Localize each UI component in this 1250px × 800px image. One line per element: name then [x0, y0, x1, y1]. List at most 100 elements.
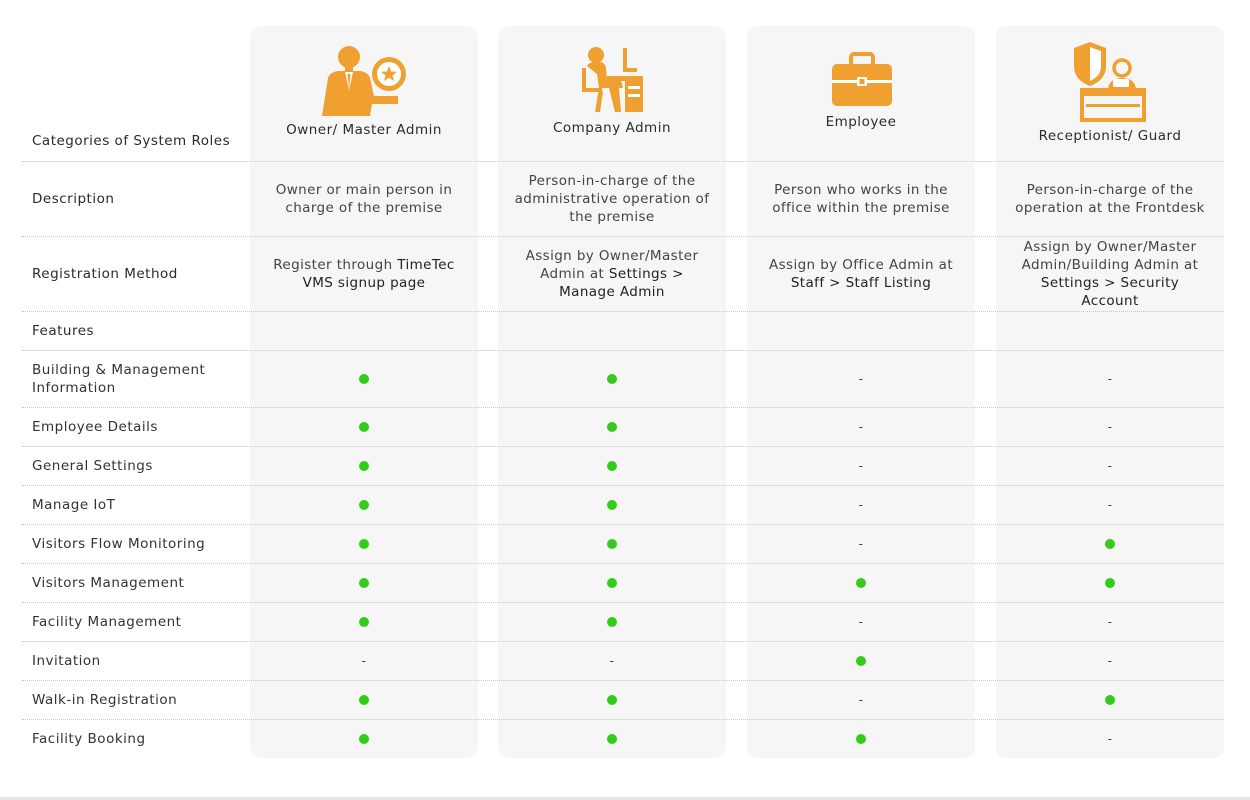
- not-available-dash: -: [1107, 420, 1113, 434]
- feature-access-owner: [250, 681, 478, 719]
- feature-access-receptionist: -: [996, 408, 1224, 446]
- check-dot-icon: [359, 422, 369, 432]
- divider: [22, 236, 1224, 237]
- not-available-dash: -: [1107, 654, 1113, 668]
- role-name-company-admin: Company Admin: [552, 120, 672, 136]
- feature-access-owner: [250, 408, 478, 446]
- divider: [22, 680, 1224, 681]
- feature-access-receptionist: -: [996, 720, 1224, 758]
- feature-access-owner: [250, 525, 478, 563]
- feature-access-company-admin: [498, 525, 726, 563]
- not-available-dash: -: [1107, 615, 1113, 629]
- check-dot-icon: [359, 500, 369, 510]
- feature-access-receptionist: -: [996, 486, 1224, 524]
- feature-access-owner: -: [250, 642, 478, 680]
- check-dot-icon: [856, 734, 866, 744]
- divider: [22, 350, 1224, 351]
- feature-access-employee: -: [747, 525, 975, 563]
- feature-access-employee: -: [747, 408, 975, 446]
- company-admin-icon: [582, 47, 643, 112]
- divider: [22, 563, 1224, 564]
- feature-access-employee: -: [747, 447, 975, 485]
- feature-access-employee: -: [747, 681, 975, 719]
- feature-access-receptionist: -: [996, 642, 1224, 680]
- registration-location: Settings > Manage Admin: [559, 266, 684, 300]
- check-dot-icon: [359, 461, 369, 471]
- divider: [22, 161, 1224, 162]
- feature-access-owner: [250, 720, 478, 758]
- not-available-dash: -: [858, 693, 864, 707]
- description-owner: Owner or main person in charge of the pr…: [275, 182, 453, 216]
- feature-label: Visitors Flow Monitoring: [32, 536, 206, 552]
- not-available-dash: -: [858, 615, 864, 629]
- feature-access-company-admin: [498, 351, 726, 407]
- check-dot-icon: [607, 539, 617, 549]
- row-label-registration: Registration Method: [32, 266, 178, 282]
- check-dot-icon: [359, 695, 369, 705]
- role-name-employee: Employee: [825, 114, 897, 130]
- feature-access-employee: [747, 642, 975, 680]
- check-dot-icon: [359, 578, 369, 588]
- feature-access-company-admin: [498, 447, 726, 485]
- registration-text: Assign by Office Admin at: [768, 257, 954, 273]
- divider: [22, 446, 1224, 447]
- check-dot-icon: [359, 539, 369, 549]
- feature-access-employee: -: [747, 486, 975, 524]
- registration-receptionist: Assign by Owner/Master Admin/Building Ad…: [996, 237, 1224, 311]
- divider: [22, 407, 1224, 408]
- feature-label: Manage IoT: [32, 497, 116, 513]
- registration-location: TimeTec VMS signup page: [302, 257, 455, 291]
- feature-label: Invitation: [32, 653, 101, 669]
- row-label-features: Features: [32, 323, 95, 339]
- role-name-receptionist: Receptionist/ Guard: [1038, 128, 1182, 144]
- registration-company-admin: Assign by Owner/Master Admin at Settings…: [498, 237, 726, 311]
- check-dot-icon: [856, 578, 866, 588]
- feature-label: Employee Details: [32, 419, 158, 435]
- feature-access-owner: [250, 486, 478, 524]
- feature-label: Walk-in Registration: [32, 692, 178, 708]
- check-dot-icon: [1105, 539, 1115, 549]
- divider: [22, 641, 1224, 642]
- not-available-dash: -: [858, 372, 864, 386]
- check-dot-icon: [607, 461, 617, 471]
- feature-label: Building & Management Information: [32, 362, 206, 396]
- receptionist-guard-icon: [1074, 42, 1146, 122]
- divider: [22, 524, 1224, 525]
- role-name-owner: Owner/ Master Admin: [286, 122, 442, 138]
- feature-access-employee: -: [747, 603, 975, 641]
- feature-access-owner: [250, 603, 478, 641]
- not-available-dash: -: [1107, 459, 1113, 473]
- not-available-dash: -: [1107, 372, 1113, 386]
- check-dot-icon: [856, 656, 866, 666]
- feature-label: General Settings: [32, 458, 153, 474]
- column-card-employee: [747, 26, 975, 758]
- feature-access-receptionist: -: [996, 447, 1224, 485]
- check-dot-icon: [1105, 578, 1115, 588]
- not-available-dash: -: [609, 654, 615, 668]
- not-available-dash: -: [1107, 498, 1113, 512]
- registration-location: Staff > Staff Listing: [790, 275, 932, 291]
- divider: [22, 602, 1224, 603]
- check-dot-icon: [607, 617, 617, 627]
- owner-admin-icon: [322, 46, 406, 116]
- feature-access-receptionist: [996, 681, 1224, 719]
- check-dot-icon: [359, 374, 369, 384]
- feature-label: Facility Management: [32, 614, 182, 630]
- check-dot-icon: [607, 695, 617, 705]
- feature-access-company-admin: [498, 681, 726, 719]
- not-available-dash: -: [858, 459, 864, 473]
- check-dot-icon: [607, 578, 617, 588]
- check-dot-icon: [1105, 695, 1115, 705]
- check-dot-icon: [607, 500, 617, 510]
- column-card-company-admin: [498, 26, 726, 758]
- registration-text: Register through: [273, 257, 398, 273]
- not-available-dash: -: [858, 498, 864, 512]
- column-card-receptionist: [996, 26, 1224, 758]
- feature-access-receptionist: -: [996, 351, 1224, 407]
- feature-access-company-admin: [498, 564, 726, 602]
- description-company-admin: Person-in-charge of the administrative o…: [514, 173, 710, 225]
- not-available-dash: -: [1107, 732, 1113, 746]
- check-dot-icon: [607, 374, 617, 384]
- divider: [22, 311, 1224, 312]
- feature-access-employee: [747, 720, 975, 758]
